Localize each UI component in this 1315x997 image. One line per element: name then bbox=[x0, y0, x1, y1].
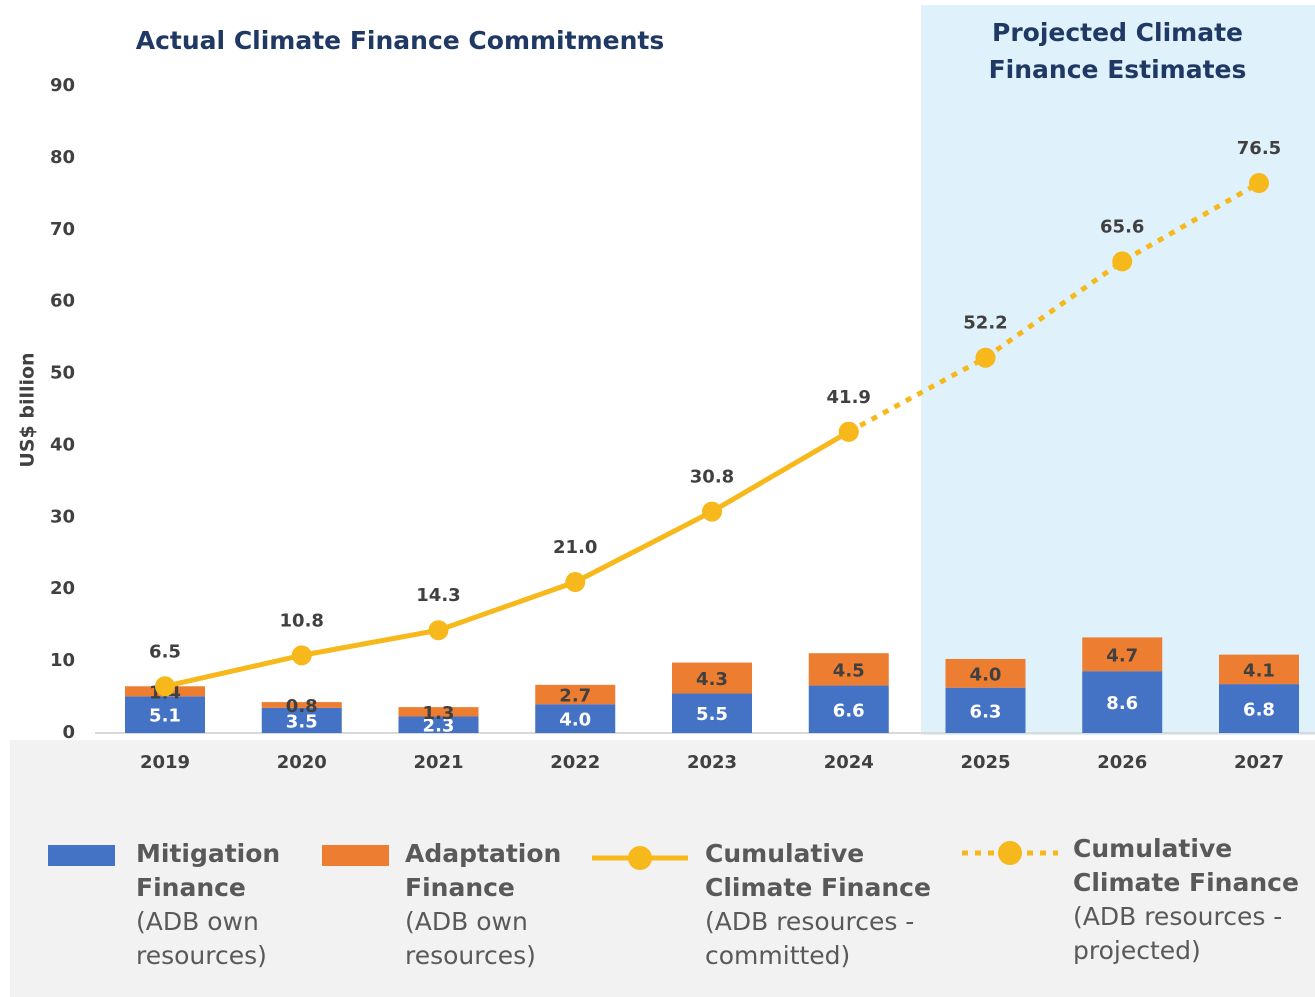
bar-value-label: 0.8 bbox=[286, 696, 318, 717]
bar-value-label: 8.6 bbox=[1106, 693, 1138, 714]
bar-value-label: 6.8 bbox=[1243, 700, 1275, 721]
x-tick-label: 2027 bbox=[1234, 752, 1284, 773]
legend-swatch bbox=[322, 845, 389, 866]
line-point bbox=[1112, 251, 1133, 272]
bar-segment bbox=[1082, 671, 1163, 733]
line-value-label: 6.5 bbox=[149, 641, 181, 662]
bar-segment bbox=[945, 658, 1026, 688]
y-tick-label: 70 bbox=[50, 219, 75, 240]
bar-value-label: 5.5 bbox=[696, 704, 728, 725]
bar-value-label: 4.1 bbox=[1243, 660, 1275, 681]
bar-segment bbox=[398, 707, 479, 717]
y-tick-label: 40 bbox=[50, 434, 75, 455]
y-tick-label: 30 bbox=[50, 506, 75, 527]
line-point bbox=[428, 620, 449, 641]
line-value-label: 10.8 bbox=[280, 610, 324, 631]
x-tick-label: 2021 bbox=[413, 752, 463, 773]
bar-segment bbox=[808, 685, 889, 733]
x-tick-label: 2022 bbox=[550, 752, 600, 773]
y-tick-label: 0 bbox=[62, 722, 75, 743]
line bbox=[164, 429, 851, 689]
bar-value-label: 4.3 bbox=[696, 669, 728, 690]
x-tick-label: 2024 bbox=[824, 752, 874, 773]
legend-description: (ADB resources - projected) bbox=[1073, 902, 1283, 965]
x-tick-label: 2025 bbox=[960, 752, 1010, 773]
legend-swatch bbox=[998, 841, 1022, 865]
bar-value-label: 6.6 bbox=[833, 700, 865, 721]
line-value-label: 21.0 bbox=[553, 537, 597, 558]
bar-segment bbox=[808, 653, 889, 686]
bar-segment bbox=[945, 687, 1026, 733]
line-point bbox=[155, 676, 175, 697]
line-value-label: 65.6 bbox=[1100, 216, 1144, 237]
legend-name: Mitigation Finance bbox=[136, 839, 281, 902]
x-tick-label: 2019 bbox=[140, 752, 190, 773]
y-tick-label: 60 bbox=[50, 291, 75, 312]
legend-name: Adaptation Finance bbox=[405, 839, 562, 902]
bar-value-label: 6.3 bbox=[970, 701, 1002, 722]
bar-segment bbox=[535, 704, 616, 733]
y-tick-label: 80 bbox=[50, 147, 75, 168]
bar-value-label: 4.5 bbox=[833, 660, 865, 681]
bar-value-label: 4.0 bbox=[970, 664, 1002, 685]
line-point bbox=[702, 501, 722, 522]
line-value-label: 52.2 bbox=[963, 313, 1007, 334]
line-point bbox=[291, 645, 312, 666]
legend-item: Cumulative Climate Finance (ADB resources… bbox=[705, 837, 940, 973]
bar-segment bbox=[125, 696, 205, 733]
bar-segment bbox=[672, 662, 752, 694]
line-value-label: 76.5 bbox=[1237, 138, 1281, 159]
bar-segment bbox=[261, 707, 342, 733]
y-tick-label: 90 bbox=[50, 75, 75, 96]
annotation: Projected Climate Finance Estimates bbox=[988, 18, 1247, 84]
legend-name: Cumulative Climate Finance bbox=[1073, 834, 1299, 897]
legend-name: Cumulative Climate Finance bbox=[705, 839, 931, 902]
bar-value-label: 5.1 bbox=[149, 706, 181, 727]
y-tick-label: 50 bbox=[50, 363, 75, 384]
legend-description: (ADB resources - committed) bbox=[705, 907, 915, 970]
bar-segment bbox=[261, 702, 342, 708]
bar-segment bbox=[535, 684, 616, 705]
bar-segment bbox=[398, 716, 479, 733]
legend-description: (ADB own resources) bbox=[405, 907, 536, 970]
line-point bbox=[565, 572, 586, 593]
line-value-label: 14.3 bbox=[416, 585, 460, 606]
y-tick-label: 10 bbox=[50, 650, 75, 671]
x-tick-label: 2020 bbox=[277, 752, 327, 773]
line-point bbox=[1249, 173, 1269, 194]
line-value-label: 41.9 bbox=[827, 387, 871, 408]
chart-title: Actual Climate Finance Commitments bbox=[135, 26, 665, 55]
y-tick-label: 20 bbox=[50, 578, 75, 599]
legend-swatch bbox=[48, 845, 115, 866]
line bbox=[847, 180, 1261, 434]
bar-value-label: 4.7 bbox=[1106, 645, 1138, 666]
bar-value-label: 4.0 bbox=[559, 710, 591, 731]
legend-item: Cumulative Climate Finance (ADB resources… bbox=[1073, 832, 1308, 968]
legend-item: Mitigation Finance (ADB own resources) bbox=[136, 837, 306, 973]
bar-value-label: 3.5 bbox=[286, 711, 318, 732]
bar-value-label: 2.7 bbox=[559, 686, 591, 707]
bar-segment bbox=[1219, 684, 1299, 733]
legend-description: (ADB own resources) bbox=[136, 907, 267, 970]
projection-region bbox=[921, 5, 1315, 735]
bar-segment bbox=[672, 693, 752, 733]
bar-value-label: 2.3 bbox=[423, 716, 455, 737]
x-tick-label: 2023 bbox=[687, 752, 737, 773]
y-axis-label: US$ billion bbox=[17, 352, 39, 467]
legend-item: Adaptation Finance (ADB own resources) bbox=[405, 837, 575, 973]
legend-swatch bbox=[628, 846, 652, 870]
line-value-label: 30.8 bbox=[690, 467, 734, 488]
bar-segment bbox=[1219, 654, 1299, 685]
line-point bbox=[975, 347, 996, 368]
line-point bbox=[838, 421, 859, 442]
bar-segment bbox=[1082, 637, 1163, 672]
legend-panel bbox=[10, 740, 1315, 997]
x-tick-label: 2026 bbox=[1097, 752, 1147, 773]
bar-value-label: 1.3 bbox=[423, 703, 455, 724]
